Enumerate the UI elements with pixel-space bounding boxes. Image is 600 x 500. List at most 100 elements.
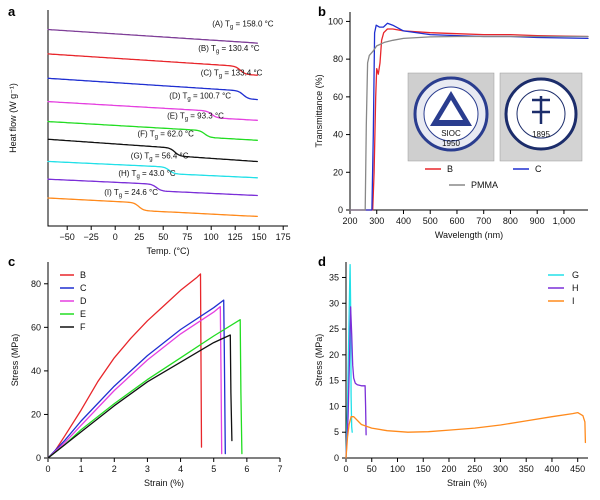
panel-a-letter: a — [8, 4, 16, 19]
panel-d-xtick-label: 400 — [544, 464, 559, 474]
panel-b-curve-PMMA — [349, 35, 589, 211]
panel-d-xtick-label: 100 — [390, 464, 405, 474]
panel-a-label-I: (I) Tg = 24.6 °C — [104, 188, 158, 199]
panel-b-legend-label-C: C — [535, 164, 542, 174]
panel-c-curve-E — [47, 319, 243, 459]
panel-a-xtick-label: −25 — [84, 232, 99, 242]
panel-c-xtick-label: 0 — [45, 464, 50, 474]
panel-a-curve-C — [47, 77, 258, 101]
panel-d-ytick-label: 30 — [329, 298, 339, 308]
panel-a-curve-B — [47, 53, 258, 76]
panel-a-label-D: (D) Tg = 100.7 °C — [169, 92, 231, 103]
panel-a-xtick-label: 0 — [113, 232, 118, 242]
sioc-logo-triangle-inner — [439, 100, 463, 120]
panel-a-label-E: (E) Tg = 93.3 °C — [167, 112, 224, 123]
panel-d-xtick-label: 350 — [519, 464, 534, 474]
panel-d-letter: d — [318, 254, 326, 269]
panel-c-legend-label-D: D — [80, 296, 87, 306]
panel-b-legend: B C PMMA — [425, 164, 542, 190]
panel-c-xtick-label: 5 — [211, 464, 216, 474]
panel-d-xtick-label: 0 — [343, 464, 348, 474]
panel-b-ytick-label: 0 — [338, 205, 343, 215]
panel-a-label-G: (G) Tg = 56.4 °C — [131, 151, 189, 162]
panel-a-curve-G — [47, 160, 258, 179]
panel-c-xtick-label: 2 — [112, 464, 117, 474]
panel-a-ylabel: Heat flow (W g⁻¹) — [8, 83, 18, 153]
panel-d-ylabel: Stress (MPa) — [314, 334, 324, 387]
panel-a-xtick-label: 175 — [276, 232, 291, 242]
panel-a-curve-I — [47, 197, 258, 218]
panel-c-ylabel: Stress (MPa) — [10, 334, 20, 387]
panel-c-xtick-label: 1 — [79, 464, 84, 474]
panel-a: a −50 −25 0 25 50 75 100 125 150 175 Temp. (°C) Heat… — [8, 4, 291, 256]
panel-a-xtick-label: 25 — [134, 232, 144, 242]
panel-d-xtick-label: 150 — [416, 464, 431, 474]
sioc-logo-text: SIOC — [441, 129, 461, 138]
panel-a-label-A: (A) Tg = 158.0 °C — [212, 20, 274, 31]
panel-b-letter: b — [318, 4, 326, 19]
panel-b-xtick-label: 700 — [476, 216, 491, 226]
panel-b-ytick-label: 40 — [333, 130, 343, 140]
panel-c-xlabel: Strain (%) — [144, 478, 184, 488]
panel-d-curve-I — [345, 411, 587, 459]
panel-b-curve-B — [349, 28, 589, 211]
panel-b-xtick-label: 200 — [342, 216, 357, 226]
panel-c-ytick-label: 0 — [36, 453, 41, 463]
panel-c-curve-D — [47, 305, 223, 459]
panel-a-curve-H — [47, 178, 258, 197]
panel-b-ylabel: Transmittance (%) — [314, 74, 324, 147]
panel-b-xtick-label: 400 — [396, 216, 411, 226]
panel-b-xtick-label: 500 — [423, 216, 438, 226]
panel-a-curve-F — [47, 138, 258, 163]
panel-a-label-H: (H) Tg = 43.0 °C — [118, 169, 176, 180]
panel-c-legend-label-C: C — [80, 283, 87, 293]
panel-a-xtick-label: 125 — [228, 232, 243, 242]
panel-d-ytick-label: 35 — [329, 272, 339, 282]
panel-d-xtick-label: 250 — [467, 464, 482, 474]
panel-c-ytick-label: 60 — [31, 322, 41, 332]
panel-d-xtick-label: 50 — [367, 464, 377, 474]
panel-b-legend-label-B: B — [447, 164, 453, 174]
panel-b: b 200 300 400 500 600 700 800 900 1,000 0 20 40 60 80 1… — [314, 4, 589, 240]
panel-b-legend-label-PMMA: PMMA — [471, 180, 498, 190]
panel-d-ytick-label: 20 — [329, 350, 339, 360]
panel-c-curve-B — [47, 273, 203, 459]
panel-a-xtick-label: 75 — [182, 232, 192, 242]
panel-d-legend-label-H: H — [572, 283, 579, 293]
panel-c-ytick-label: 20 — [31, 409, 41, 419]
panel-b-xtick-label: 300 — [369, 216, 384, 226]
panel-c-legend-label-B: B — [80, 270, 86, 280]
panel-b-ytick-label: 20 — [333, 167, 343, 177]
panel-d: d 0 50 100 150 200 250 300 350 400 450 0 5 10 15 20 25 30… — [314, 254, 588, 488]
panel-a-curve-D — [47, 100, 258, 121]
panel-c-xtick-label: 7 — [277, 464, 282, 474]
panel-d-ytick-label: 10 — [329, 401, 339, 411]
panel-c-ytick-label: 40 — [31, 366, 41, 376]
panel-b-xlabel: Wavelength (nm) — [435, 230, 503, 240]
panel-a-label-F: (F) Tg = 62.0 °C — [137, 129, 194, 140]
panel-d-legend-label-I: I — [572, 296, 575, 306]
panel-d-xtick-label: 450 — [570, 464, 585, 474]
panel-d-legend-label-G: G — [572, 270, 579, 280]
panel-c-legend-label-F: F — [80, 322, 86, 332]
panel-c-xtick-label: 3 — [145, 464, 150, 474]
panel-a-xlabel: Temp. (°C) — [146, 246, 189, 256]
panel-b-xtick-label: 900 — [530, 216, 545, 226]
panel-b-ytick-label: 80 — [333, 54, 343, 64]
panel-a-label-B: (B) Tg = 130.4 °C — [198, 44, 260, 55]
panel-d-curve-H — [345, 306, 367, 459]
panel-c-ytick-label: 80 — [31, 279, 41, 289]
panel-c-curve-F — [47, 334, 233, 459]
panel-d-ytick-label: 25 — [329, 324, 339, 334]
panel-d-ytick-label: 5 — [334, 427, 339, 437]
tju-logo-emblem — [532, 96, 550, 124]
panel-a-axes — [47, 10, 288, 227]
panel-a-curve-A — [47, 28, 258, 44]
panel-a-xtick-label: −50 — [60, 232, 75, 242]
panel-d-xtick-label: 200 — [441, 464, 456, 474]
panel-b-xtick-label: 600 — [449, 216, 464, 226]
panel-a-label-C: (C) Tg = 133.4 °C — [201, 68, 263, 79]
panel-c: c 0 1 2 3 4 5 6 7 0 20 40 60 80 Strain (%) Stress (MPa)… — [8, 254, 283, 488]
panel-c-curve-C — [47, 299, 226, 459]
